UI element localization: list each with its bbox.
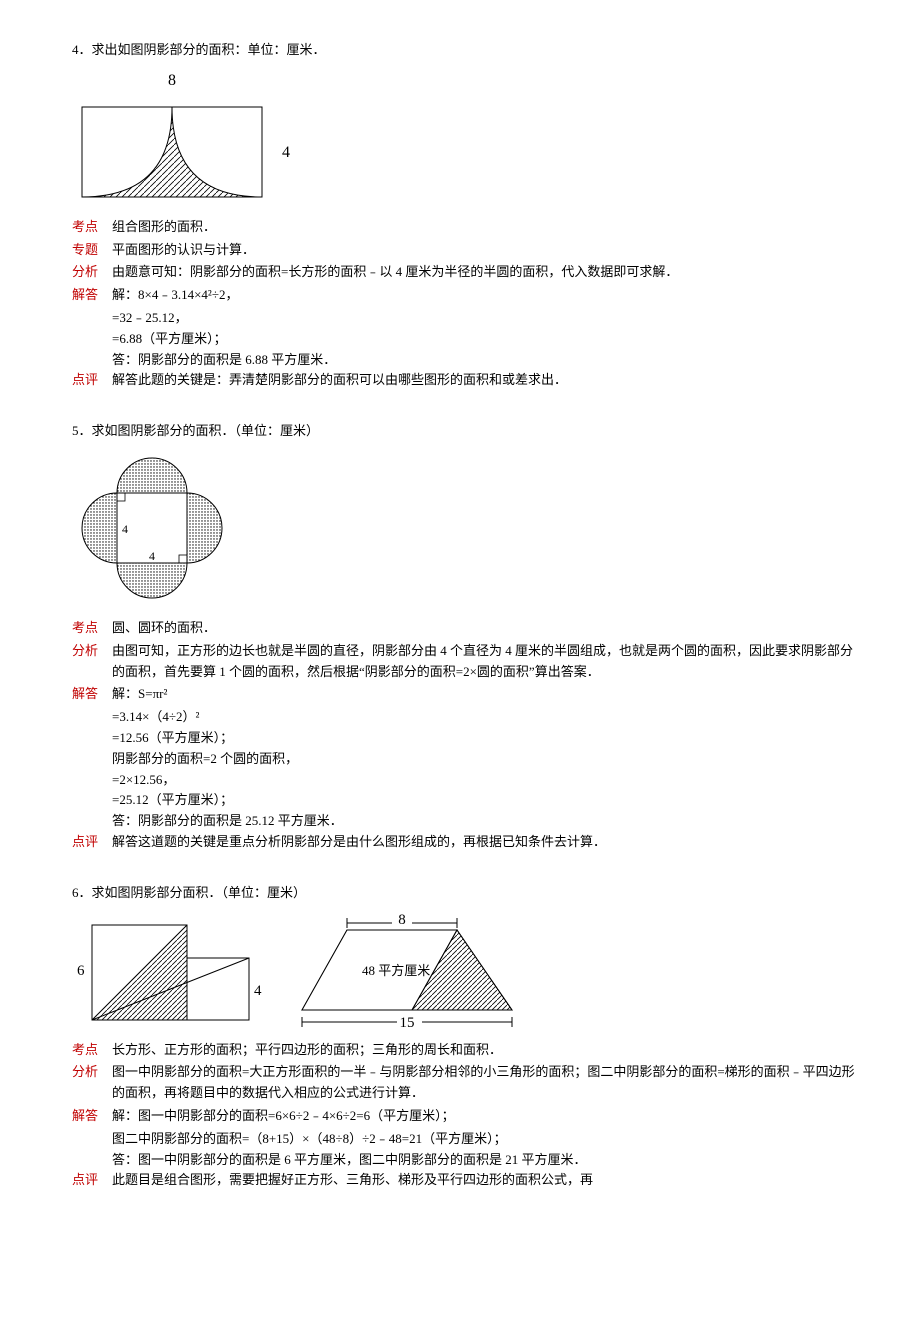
jieda-steps: 图二中阴影部分的面积=（8+15）×（48÷8）÷2﹣48=21（平方厘米）； … (112, 1129, 860, 1171)
dianping-text: 解答此题的关键是：弄清楚阴影部分的面积可以由哪些图形的面积和或差求出． (112, 370, 860, 391)
height-label: 4 (282, 144, 290, 161)
small-side-label: 4 (254, 983, 262, 999)
fenxi-text: 图一中阴影部分的面积=大正方形面积的一半﹣与阴影部分相邻的小三角形的面积；图二中… (112, 1062, 860, 1104)
fenxi-text: 由图可知，正方形的边长也就是半圆的直径，阴影部分由 4 个直径为 4 厘米的半圆… (112, 641, 860, 683)
kaodian-label: 考点 (72, 1040, 112, 1061)
dianping-text: 此题目是组合图形，需要把握好正方形、三角形、梯形及平行四边形的面积公式，再 (112, 1170, 860, 1191)
figure-two-panel: 6 4 8 48 平方厘米 (72, 910, 860, 1030)
kaodian-text: 长方形、正方形的面积；平行四边形的面积；三角形的周长和面积． (112, 1040, 860, 1061)
top-label: 8 (398, 912, 406, 928)
side-label-v: 4 (122, 522, 128, 536)
side-label-h: 4 (149, 549, 155, 563)
fenxi-label: 分析 (72, 1062, 112, 1083)
figure-square-semicircles: 4 4 (72, 448, 860, 608)
problem-stem: 6．求如图阴影部分面积．（单位：厘米） (72, 883, 860, 904)
zhuanti-label: 专题 (72, 240, 112, 261)
area-label: 48 平方厘米 (362, 963, 430, 978)
jieda-steps: =3.14×（4÷2）² =12.56（平方厘米）； 阴影部分的面积=2 个圆的… (112, 707, 860, 832)
bottom-label: 15 (400, 1015, 415, 1030)
dianping-label: 点评 (72, 370, 112, 391)
problem-6: 6．求如图阴影部分面积．（单位：厘米） 6 4 8 (60, 883, 860, 1191)
problem-stem: 5．求如图阴影部分的面积．（单位：厘米） (72, 421, 860, 442)
problem-stem: 4．求出如图阴影部分的面积：单位：厘米． (72, 40, 860, 61)
dianping-label: 点评 (72, 1170, 112, 1191)
fenxi-label: 分析 (72, 262, 112, 283)
kaodian-text: 圆、圆环的面积． (112, 618, 860, 639)
figure-rect-quarter: 8 4 (72, 67, 860, 207)
kaodian-text: 组合图形的面积． (112, 217, 860, 238)
problem-4: 4．求出如图阴影部分的面积：单位：厘米． 8 4 考点组合图形的面积． 专题平面… (60, 40, 860, 391)
jieda-label: 解答 (72, 1106, 112, 1127)
kaodian-label: 考点 (72, 217, 112, 238)
dianping-text: 解答这道题的关键是重点分析阴影部分是由什么图形组成的，再根据已知条件去计算． (112, 832, 860, 853)
jieda-label: 解答 (72, 684, 112, 705)
panel-1: 6 4 (72, 910, 262, 1030)
panel-2: 8 48 平方厘米 15 (292, 910, 532, 1030)
big-side-label: 6 (77, 963, 85, 979)
zhuanti-text: 平面图形的认识与计算． (112, 240, 860, 261)
jieda-first: 解：8×4﹣3.14×4²÷2， (112, 285, 860, 306)
fenxi-label: 分析 (72, 641, 112, 662)
jieda-first: 解：S=πr² (112, 684, 860, 705)
dianping-label: 点评 (72, 832, 112, 853)
jieda-steps: =32﹣25.12， =6.88（平方厘米）； 答：阴影部分的面积是 6.88 … (112, 308, 860, 370)
kaodian-label: 考点 (72, 618, 112, 639)
jieda-first: 解：图一中阴影部分的面积=6×6÷2﹣4×6÷2=6（平方厘米）； (112, 1106, 860, 1127)
fenxi-text: 由题意可知：阴影部分的面积=长方形的面积﹣以 4 厘米为半径的半圆的面积，代入数… (112, 262, 860, 283)
width-label: 8 (168, 72, 176, 89)
problem-5: 5．求如图阴影部分的面积．（单位：厘米） 4 4 (60, 421, 860, 853)
jieda-label: 解答 (72, 285, 112, 306)
